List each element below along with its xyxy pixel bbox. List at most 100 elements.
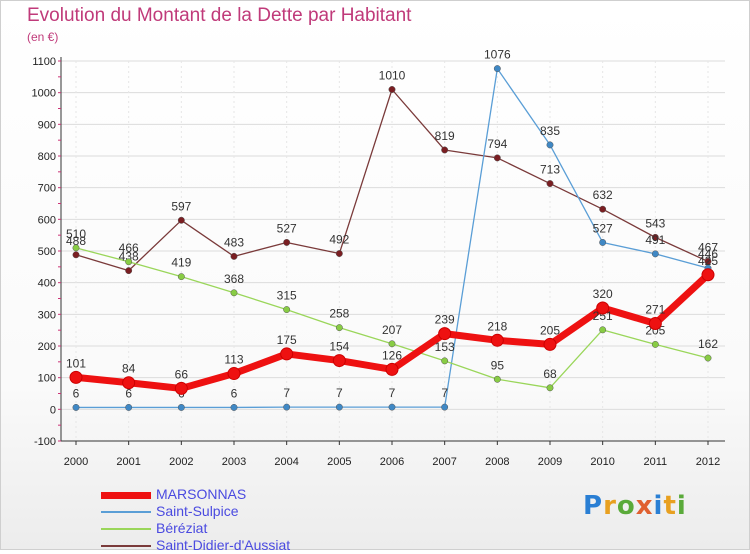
x-tick-label: 2004 (274, 456, 298, 468)
y-tick-label: 400 (38, 278, 56, 290)
data-point (125, 258, 133, 266)
data-label: 483 (224, 235, 244, 249)
data-label: 66 (175, 367, 189, 381)
y-tick-label: 300 (38, 309, 56, 321)
data-label: 597 (171, 199, 191, 213)
data-point (441, 357, 449, 365)
data-point (335, 403, 343, 411)
data-point (177, 403, 185, 411)
data-label: 153 (435, 340, 455, 354)
data-point (704, 354, 712, 362)
data-label: 320 (593, 287, 613, 301)
data-label: 835 (540, 124, 560, 138)
data-label: 794 (487, 137, 507, 151)
logo-letter: t (663, 491, 677, 521)
y-tick-label: 1100 (32, 56, 56, 68)
data-label: 819 (435, 129, 455, 143)
x-tick-label: 2011 (644, 456, 668, 468)
data-label: 6 (125, 386, 132, 400)
data-point (125, 267, 133, 275)
x-tick-label: 2007 (432, 456, 456, 468)
y-tick-label: 900 (38, 119, 56, 131)
chart-title: Evolution du Montant de la Dette par Hab… (27, 5, 412, 26)
data-label: 162 (698, 337, 718, 351)
data-point (335, 250, 343, 257)
data-point (280, 347, 294, 361)
data-label: 527 (277, 221, 297, 235)
data-label: 466 (119, 241, 139, 255)
data-point (283, 239, 291, 246)
data-point (385, 362, 399, 376)
legend-swatch (101, 491, 151, 499)
data-label: 488 (66, 234, 86, 248)
data-point (72, 244, 80, 252)
data-point (72, 251, 80, 259)
data-point (704, 258, 712, 265)
y-tick-label: 700 (38, 183, 56, 195)
x-tick-label: 2003 (222, 456, 246, 468)
data-point (227, 367, 241, 381)
data-label: 425 (698, 254, 718, 268)
data-point (230, 403, 238, 411)
x-tick-label: 2012 (696, 456, 720, 468)
data-label: 6 (73, 386, 80, 400)
data-point (599, 326, 607, 334)
data-label: 205 (540, 323, 560, 337)
data-label: 368 (224, 272, 244, 286)
data-point (72, 403, 80, 411)
data-point (69, 370, 83, 384)
data-label: 126 (382, 348, 402, 362)
data-label: 68 (543, 367, 557, 381)
data-point (596, 301, 610, 315)
y-tick-label: 1000 (32, 88, 56, 100)
data-point (438, 327, 452, 341)
data-point (651, 340, 659, 348)
logo-letter: r (603, 491, 617, 521)
data-label: 315 (277, 289, 297, 303)
data-point (441, 146, 449, 154)
x-tick-label: 2002 (169, 456, 193, 468)
legend-swatch (101, 511, 151, 513)
logo-letter: x (635, 491, 654, 521)
data-label: 95 (491, 358, 505, 372)
data-label: 7 (283, 386, 290, 400)
data-label: 6 (231, 386, 238, 400)
data-point (177, 216, 185, 224)
data-label: 251 (593, 309, 613, 323)
y-tick-label: 800 (38, 151, 56, 163)
data-point (388, 403, 396, 411)
data-point (388, 86, 396, 93)
legend-label: Saint-Didier-d'Aussiat (156, 537, 291, 553)
data-point (493, 65, 501, 73)
data-label: 491 (645, 233, 665, 247)
logo-letter: i (676, 491, 687, 521)
data-point (230, 289, 238, 297)
legend-label: Saint-Sulpice (156, 503, 239, 519)
data-label: 258 (329, 307, 349, 321)
data-label: 467 (698, 240, 718, 254)
logo-letter: o (616, 491, 636, 521)
data-label: 271 (645, 303, 665, 317)
x-tick-label: 2001 (116, 456, 140, 468)
data-point (177, 273, 185, 281)
data-label: 7 (336, 386, 343, 400)
data-label: 527 (593, 221, 613, 235)
y-tick-label: 200 (38, 341, 56, 353)
data-point (493, 375, 501, 383)
data-point (546, 180, 554, 188)
x-tick-label: 2008 (485, 456, 509, 468)
y-tick-label: -100 (34, 436, 56, 448)
data-label: 7 (441, 386, 448, 400)
data-point (335, 324, 343, 332)
data-point (651, 233, 659, 241)
data-point (283, 306, 291, 314)
y-tick-label: 600 (38, 214, 56, 226)
data-point (388, 340, 396, 348)
data-label: 419 (171, 256, 191, 270)
data-point (490, 333, 504, 347)
data-point (125, 403, 133, 411)
y-tick-label: 100 (38, 373, 56, 385)
y-tick-label: 0 (50, 404, 56, 416)
